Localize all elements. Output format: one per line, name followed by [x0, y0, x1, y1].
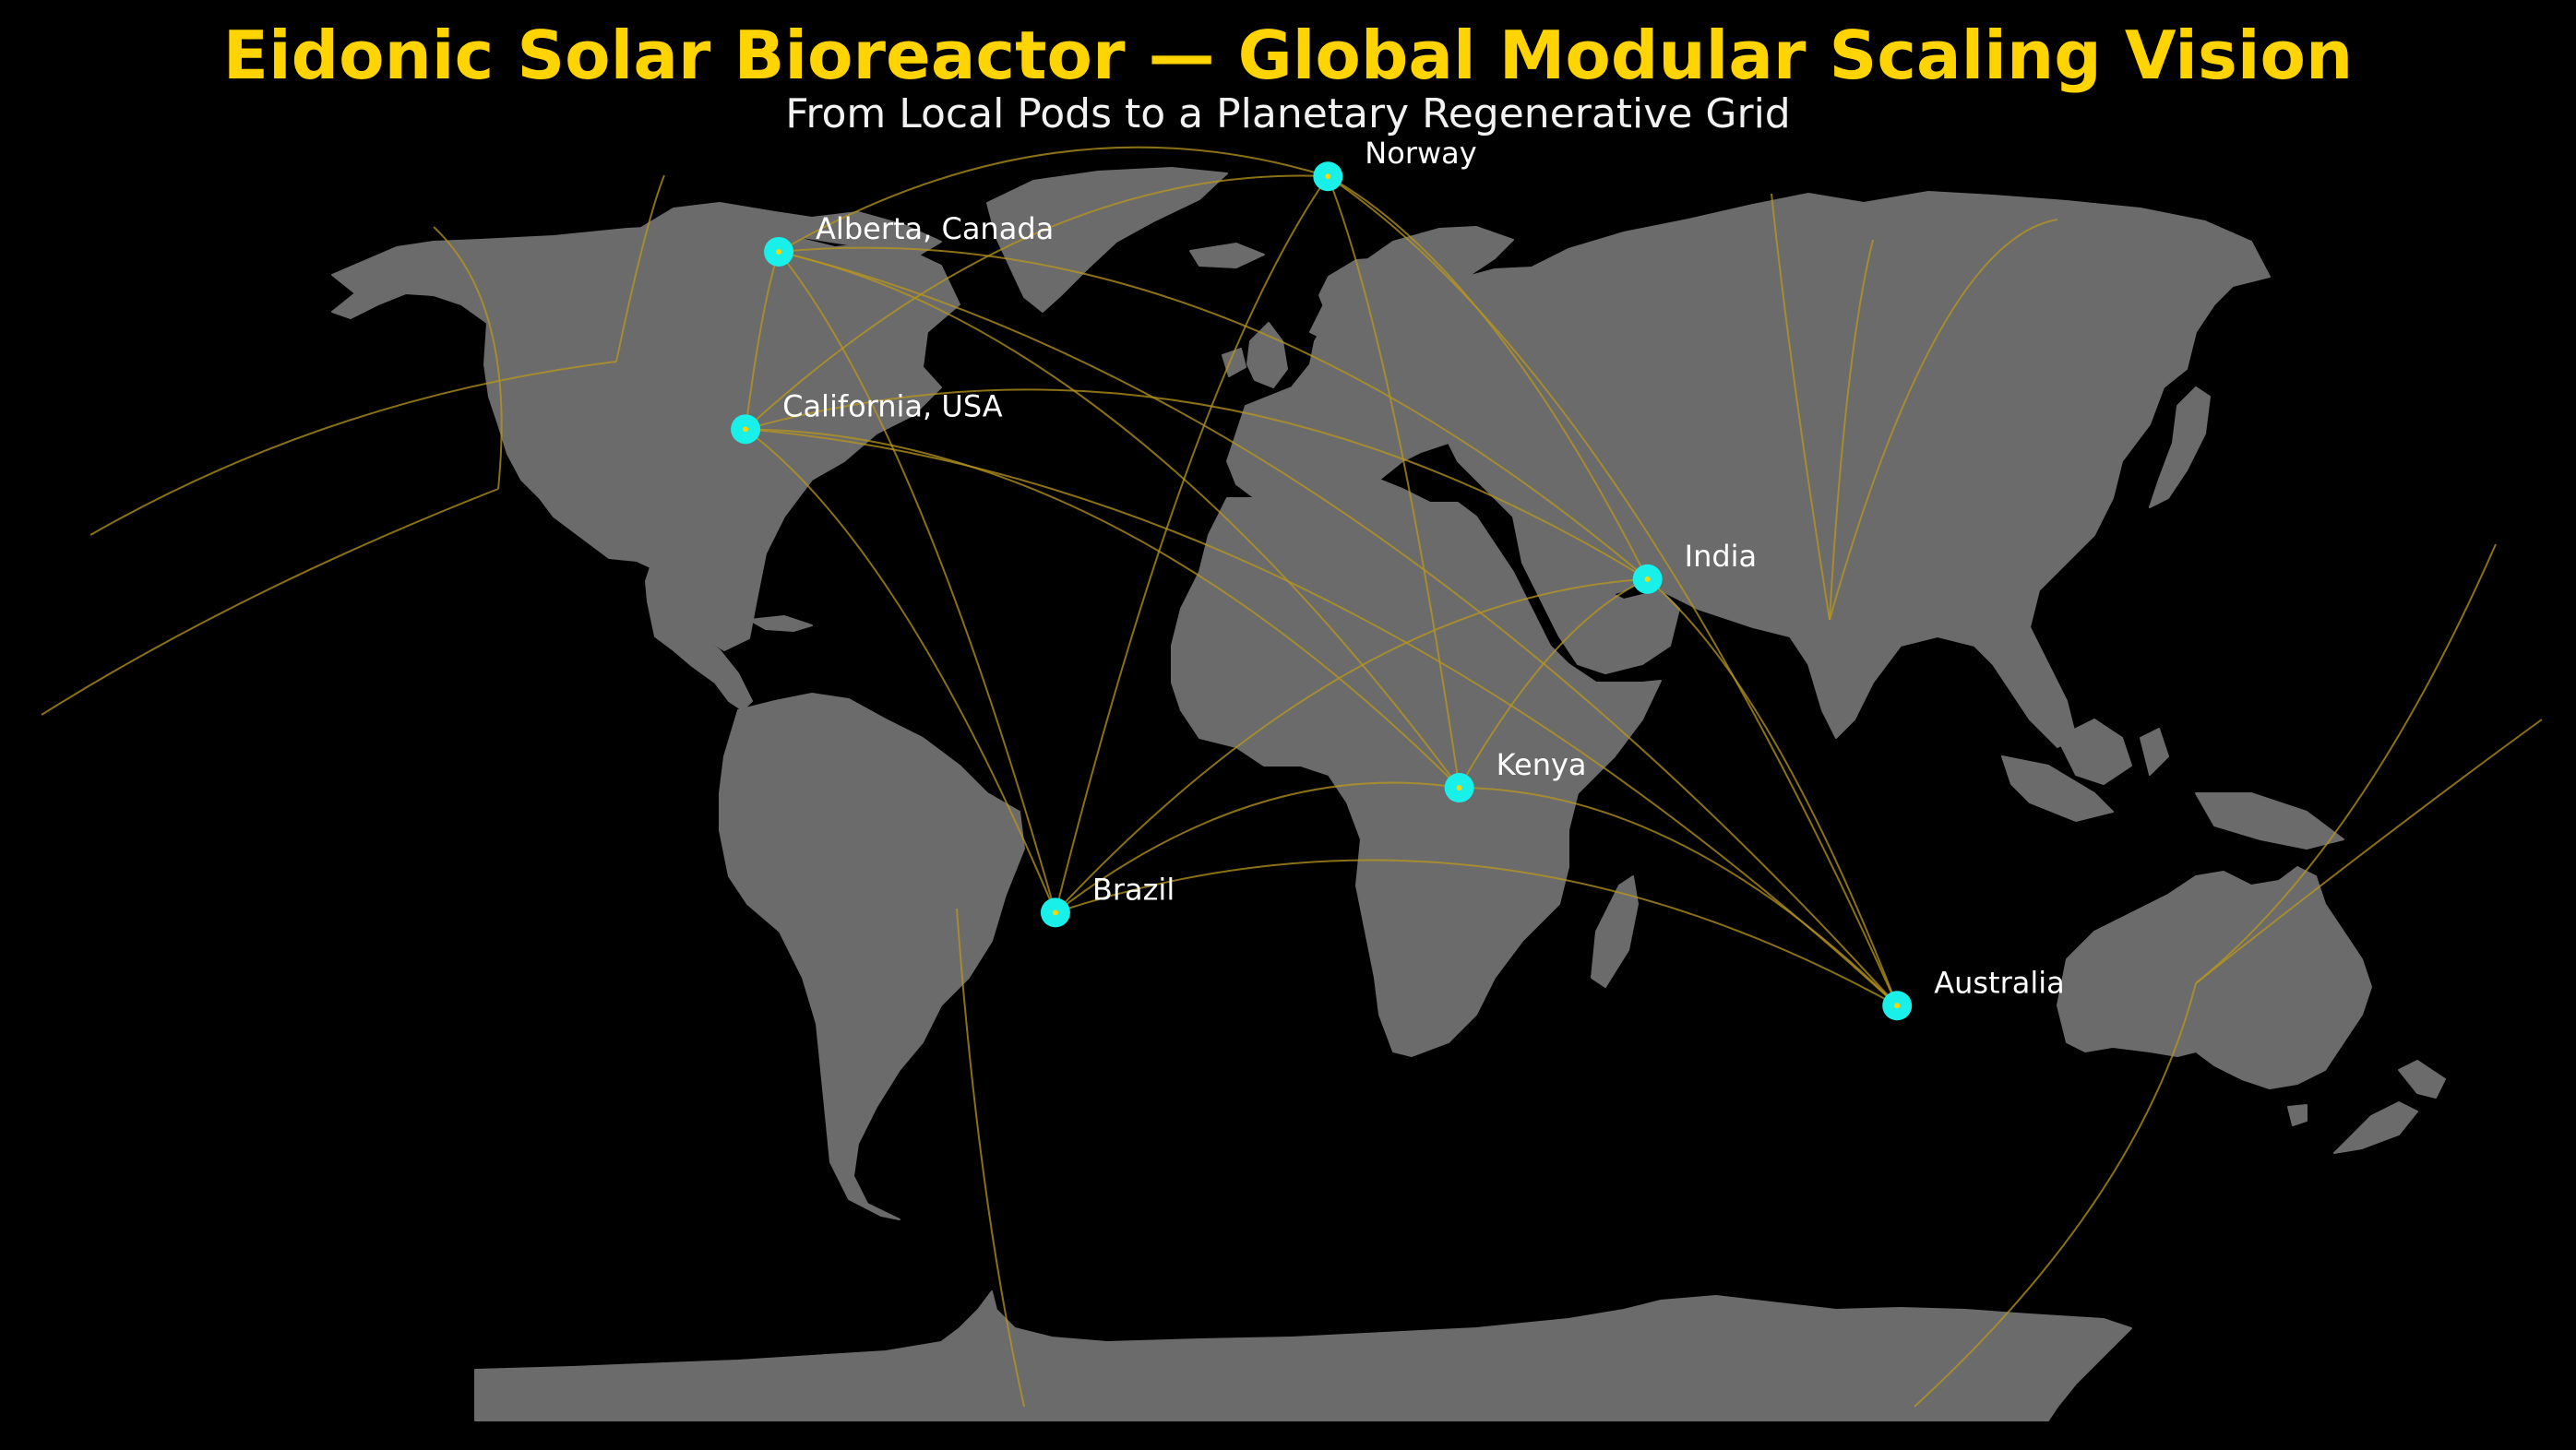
landmass-iceland: [1189, 243, 1265, 268]
node-label-india: India: [1685, 539, 1758, 574]
node-core-kenya: [1456, 785, 1462, 790]
route-india-australia: [1646, 578, 1899, 1006]
landmass-greenland: [986, 167, 1228, 313]
route-wrap-california-7: [433, 226, 503, 490]
route-wrap-australia-2: [2195, 543, 2497, 984]
landmass-scandinavia: [1309, 226, 1514, 344]
route-wrap-alberta-6: [615, 174, 665, 362]
route-kenya-australia: [1459, 787, 1898, 1006]
route-wrap-brazil-5: [956, 908, 1025, 1408]
route-wrap-india-10: [1829, 219, 2058, 621]
node-label-brazil: Brazil: [1092, 872, 1175, 907]
network-routes: [41, 146, 2543, 1408]
landmass-caribbean: [748, 615, 813, 632]
node-core-brazil: [1052, 909, 1058, 916]
map-subtitle: From Local Pods to a Planetary Regenerat…: [785, 90, 1791, 137]
route-norway-kenya: [1327, 175, 1461, 789]
route-wrap-alberta-1: [89, 361, 617, 536]
landmass-southeast-asia: [2001, 719, 2344, 850]
landmass-tasmania: [2287, 1104, 2308, 1126]
landmasses: [331, 167, 2446, 1421]
route-norway-india: [1327, 175, 1649, 580]
route-india-brazil: [1055, 577, 1648, 914]
route-india-kenya: [1458, 577, 1649, 789]
route-california-kenya: [745, 428, 1461, 789]
route-wrap-california-0: [41, 488, 499, 716]
landmass-asia: [1448, 191, 2271, 748]
node-core-alberta: [776, 248, 782, 255]
landmass-north-america: [331, 224, 960, 651]
route-wrap-australia-3: [2195, 719, 2543, 984]
route-california-australia: [745, 428, 1898, 1006]
route-wrap-india-8: [1771, 193, 1831, 621]
route-alberta-australia: [778, 250, 1898, 1006]
node-core-california: [743, 426, 749, 433]
node-core-australia: [1894, 1003, 1901, 1009]
landmass-japan: [2149, 386, 2211, 508]
route-wrap-australia-4: [1914, 982, 2197, 1408]
landmass-madagascar: [1591, 875, 1639, 988]
route-alberta-norway: [778, 146, 1329, 253]
landmass-arctic-islands: [636, 202, 942, 259]
landmass-australia: [2057, 866, 2372, 1089]
node-label-california: California, USA: [782, 388, 1003, 423]
network-nodes: Alberta, Canada California, USA Norway Indi…: [731, 136, 2065, 1021]
route-california-india: [745, 388, 1649, 580]
node-core-india: [1644, 576, 1651, 582]
route-kenya-brazil: [1055, 781, 1460, 914]
node-label-kenya: Kenya: [1497, 747, 1587, 782]
landmass-south-america: [719, 693, 1025, 1220]
map-title: Eidonic Solar Bioreactor — Global Modula…: [222, 17, 2354, 94]
landmass-antarctica: [474, 1290, 2132, 1421]
route-california-brazil: [745, 428, 1056, 913]
route-california-norway: [745, 174, 1329, 431]
landmass-new-zealand: [2333, 1060, 2446, 1154]
node-core-norway: [1325, 173, 1331, 180]
route-brazil-australia: [1055, 859, 1898, 1007]
route-wrap-india-9: [1829, 239, 1874, 621]
node-label-norway: Norway: [1365, 136, 1476, 171]
route-alberta-kenya: [778, 250, 1461, 789]
route-alberta-india: [778, 246, 1649, 580]
node-label-alberta: Alberta, Canada: [816, 211, 1054, 246]
route-norway-australia: [1327, 175, 1899, 1006]
landmass-baffin: [811, 259, 933, 315]
route-norway-brazil: [1054, 175, 1330, 913]
route-alberta-brazil: [778, 251, 1056, 913]
landmass-britain: [1246, 322, 1288, 388]
node-label-australia: Australia: [1934, 965, 2065, 1000]
